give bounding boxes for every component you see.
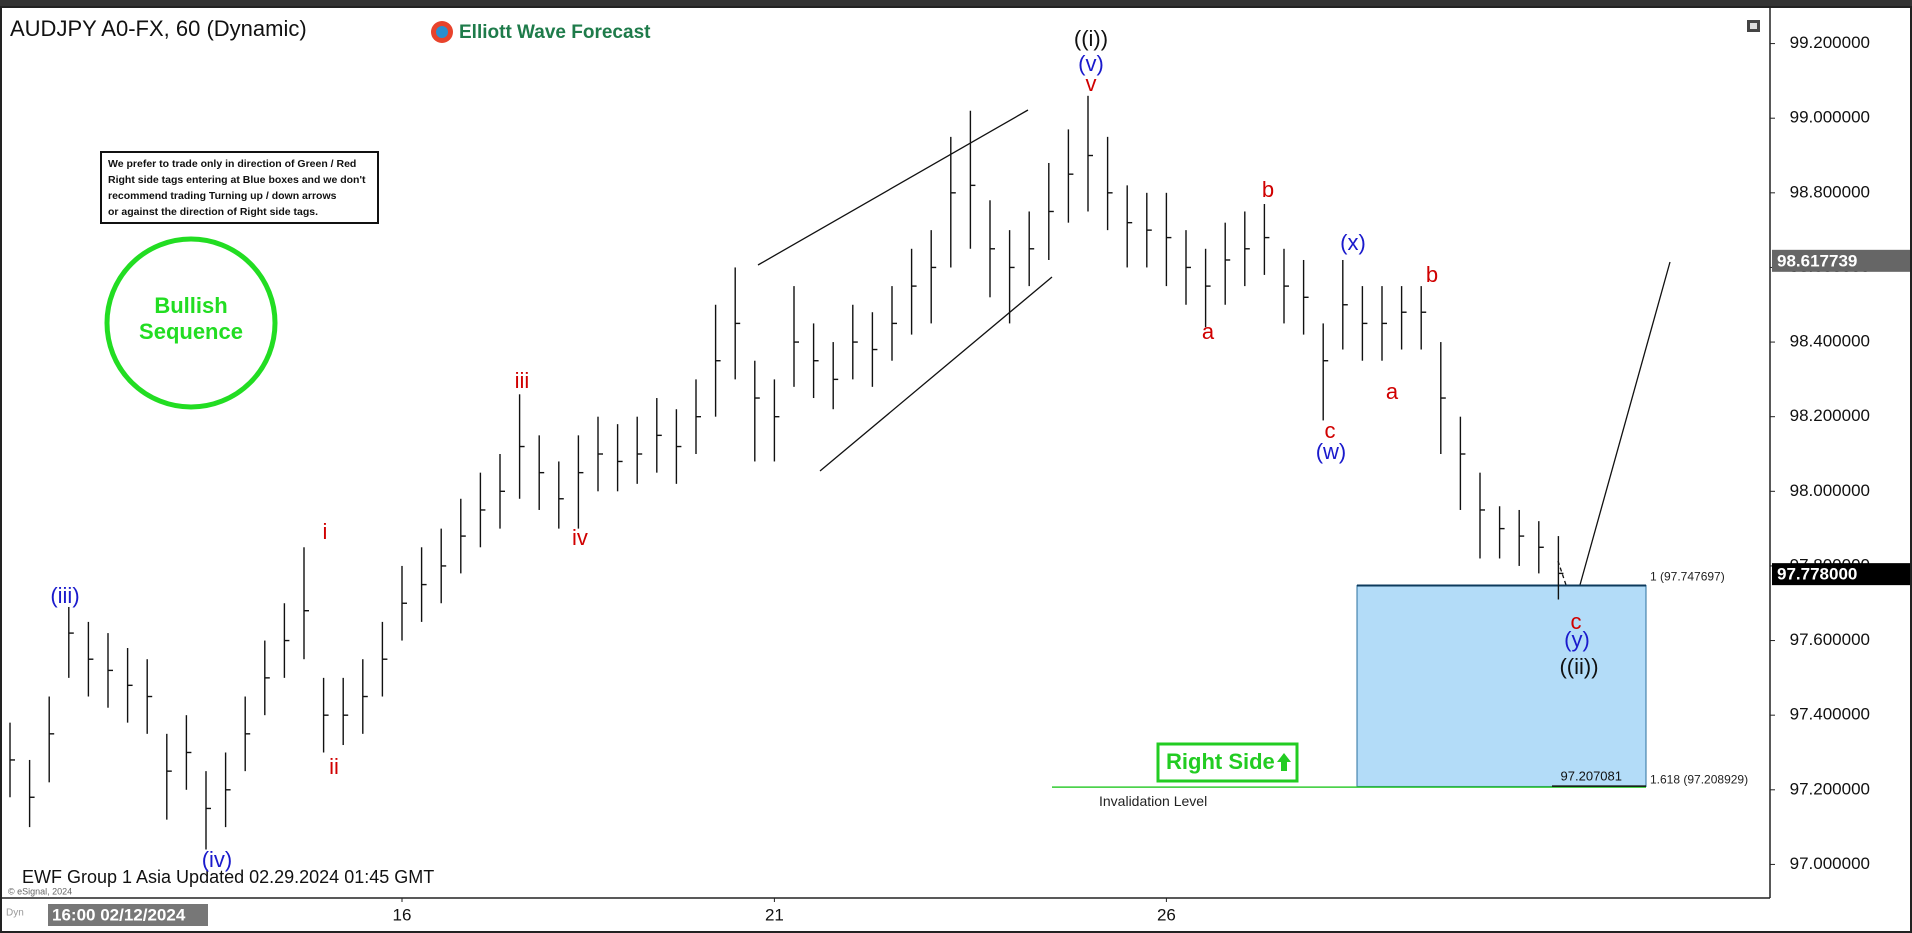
y-tick-label: 97.000000 [1790,854,1870,873]
projection-dash [1557,560,1574,607]
note-box [100,151,379,224]
y-tick-label: 97.200000 [1790,779,1870,798]
corner-label: Dyn [6,908,24,919]
wave-label: v [1086,71,1097,96]
wave-label: (y) [1564,627,1590,652]
copyright: © eSignal, 2024 [8,886,72,896]
target-box [1356,584,1647,787]
chart-title: AUDJPY A0-FX, 60 (Dynamic) [10,16,307,41]
wave-label: (iii) [50,583,79,608]
y-tick-label: 99.200000 [1790,33,1870,52]
wave-label: ((ii)) [1559,654,1598,679]
y-tick-label: 98.000000 [1790,481,1870,500]
y-tick-label: 98.800000 [1790,182,1870,201]
right-side-arrow [1277,753,1291,771]
invalidation-label: Invalidation Level [1099,793,1207,809]
note-line: We prefer to trade only in direction of … [108,158,356,170]
wave-label: b [1426,262,1438,287]
projection-line [1572,261,1671,611]
wave-label: (iv) [202,847,233,872]
x-tick-label: 26 [1157,905,1176,924]
logo-text: Elliott Wave Forecast [459,22,651,43]
price-tag-label: 97.778000 [1777,565,1857,584]
x-tick-label: 21 [765,905,784,924]
wave-label: (w) [1316,439,1347,464]
channel-line [819,276,1053,472]
target-bottom-label: 1.618 (97.208929) [1650,773,1748,787]
y-tick-label: 97.600000 [1790,630,1870,649]
top-bar [0,0,1912,7]
wave-label: c [1325,418,1336,443]
footer: EWF Group 1 Asia Updated 02.29.2024 01:4… [22,867,434,887]
y-tick-label: 98.200000 [1790,406,1870,425]
wave-label: ii [329,754,339,779]
wave-label: iii [515,368,530,393]
wave-label: (x) [1340,230,1366,255]
invalidation-price: 97.207081 [1561,769,1622,784]
y-tick-label: 98.400000 [1790,332,1870,351]
start-date-box [48,904,208,926]
price-tag [1772,563,1910,586]
frame [0,6,1912,933]
y-tick-label: 99.000000 [1790,108,1870,127]
wave-label: iv [572,525,588,550]
wave-label: b [1262,177,1274,202]
x-tick-label: 16:00 02/12/2024 [52,905,186,924]
channel-line [757,109,1029,266]
logo-icon-inner [436,26,448,38]
wave-label: a [1386,379,1399,404]
badge-circle [104,236,278,410]
window-icon-inner [1750,23,1757,29]
price-tag [1772,249,1910,272]
note-line: or against the direction of Right side t… [108,206,318,218]
note-line: recommend trading Turning up / down arro… [108,190,337,202]
wave-label: c [1571,609,1582,634]
target-top-label: 1 (97.747697) [1650,570,1725,584]
wave-label: i [323,519,328,544]
wave-label: (v) [1078,51,1104,76]
price-tag-label: 98.617739 [1777,251,1857,270]
right-side-label: Right Side [1166,749,1275,774]
note-line: Right side tags entering at Blue boxes a… [108,174,366,186]
x-tick-label: 16 [393,905,412,924]
badge-text: Bullish [154,293,227,318]
wave-label: a [1202,319,1215,344]
wave-label: ((i)) [1074,26,1108,51]
y-tick-label: 97.400000 [1790,705,1870,724]
right-side-box [1156,742,1299,783]
badge-text: Sequence [139,319,243,344]
